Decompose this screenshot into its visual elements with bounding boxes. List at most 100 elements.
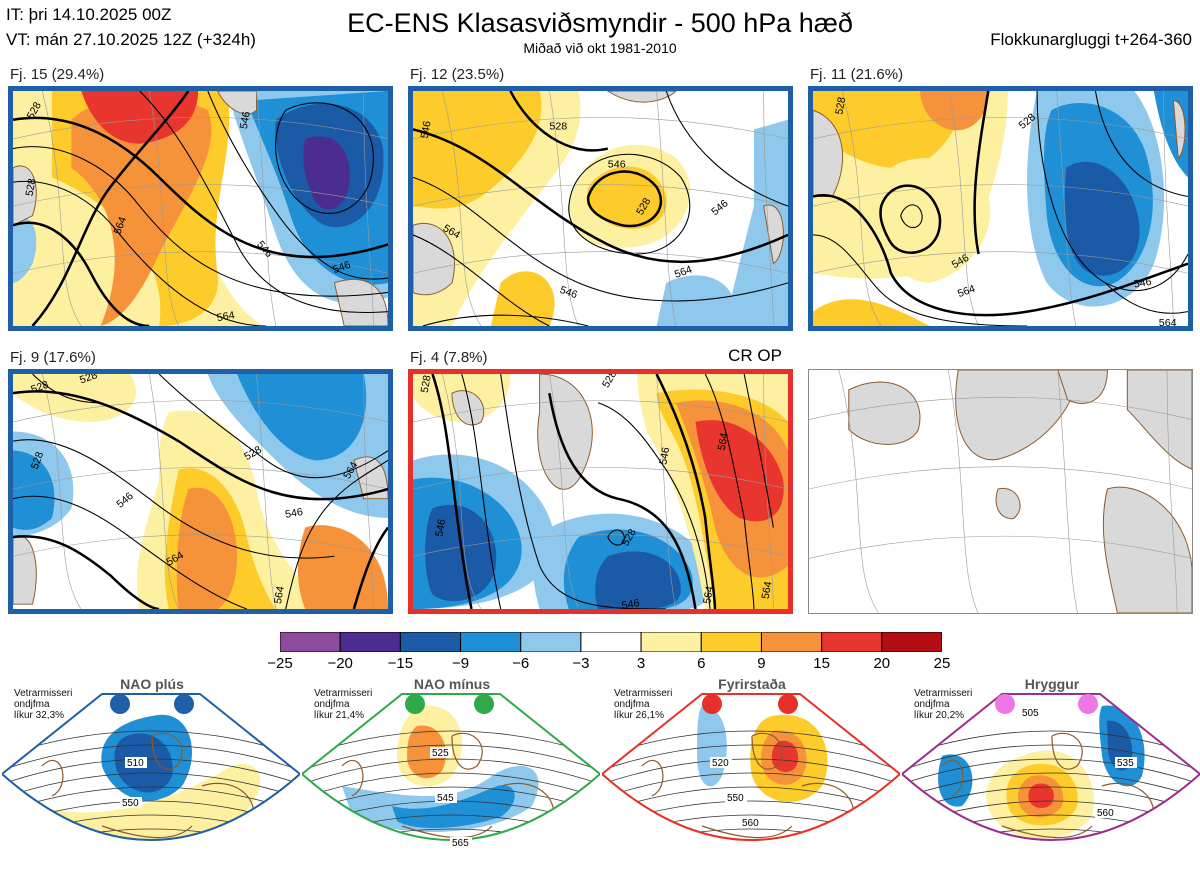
graticule-line xyxy=(809,396,1192,420)
graticule-line xyxy=(1056,91,1077,326)
graticule-line xyxy=(809,466,1192,490)
regime-caption-line: Vetrarmisseri xyxy=(14,688,73,699)
contour-label: 528 xyxy=(419,374,434,393)
cluster-map-15: 528 546 546 564 564 528 546 xyxy=(8,86,393,331)
regime-caption-line: Vetrarmisseri xyxy=(314,688,373,699)
graticule-line xyxy=(256,91,277,326)
contour-label: 546 xyxy=(331,259,352,276)
anomaly-area xyxy=(237,374,367,461)
height-contour xyxy=(602,772,900,799)
graticule-line xyxy=(13,534,388,557)
regime-panel: 520 550 560 Fyrirstaða Vetrarmisseri ondjfma l… xyxy=(600,676,902,871)
graticule-line xyxy=(413,117,788,140)
height-contour xyxy=(302,772,600,799)
height-contour xyxy=(1036,91,1188,292)
cluster-title-11: Fj. 11 (21.6%) xyxy=(810,66,904,83)
graticule-line xyxy=(949,91,979,326)
height-contour xyxy=(13,535,160,609)
regime-caption-line: ondjfma xyxy=(314,699,350,710)
land-area xyxy=(1126,370,1192,470)
regime-caption-line: ondjfma xyxy=(914,699,950,710)
regime-caption-line: Vetrarmisseri xyxy=(614,688,673,699)
colorbar-tick-label: 6 xyxy=(697,655,706,672)
regime-title: NAO mínus xyxy=(413,676,491,692)
height-contour xyxy=(13,180,267,326)
contour-label: 546 xyxy=(419,120,434,139)
graticule-line xyxy=(13,184,388,207)
graticule-line xyxy=(549,374,579,609)
coastline xyxy=(941,732,1155,839)
land-area xyxy=(333,279,388,326)
colorbar-tick-label: 20 xyxy=(873,655,891,672)
height-contour xyxy=(655,374,717,609)
regime-dot xyxy=(995,694,1015,714)
regime-dot xyxy=(1078,694,1098,714)
height-contour xyxy=(13,439,335,559)
regime-panel: 525 545 565 NAO mínus Vetrarmisseri ondjfma lí… xyxy=(300,676,602,871)
graticule-line xyxy=(763,91,774,326)
height-contour xyxy=(902,786,1200,813)
colorbar-tick-label: 9 xyxy=(757,655,766,672)
valid-time: VT: mán 27.10.2025 12Z (+324h) xyxy=(6,30,256,49)
height-contour xyxy=(413,176,788,302)
height-contour xyxy=(900,204,923,229)
colorbar-swatch xyxy=(520,631,582,653)
graticule-line xyxy=(763,374,774,609)
regime-caption: Vetrarmisseri ondjfma líkur 26,1% xyxy=(614,688,672,721)
graticule-line xyxy=(841,91,882,326)
land-area xyxy=(763,204,784,265)
height-contour xyxy=(285,459,388,609)
regime-dot xyxy=(405,694,425,714)
page-subtitle: Miðað við okt 1981-2010 xyxy=(523,40,677,56)
regime-title: Hryggur xyxy=(1024,676,1080,692)
regime-panel: 510 550 NAO plús Vetrarmisseri ondjfma líkur … xyxy=(0,676,302,871)
height-contour xyxy=(2,730,300,757)
height-contour xyxy=(158,374,388,479)
contour-label: 560 xyxy=(1097,808,1114,819)
height-contour xyxy=(902,758,1200,785)
graticule-line xyxy=(1166,370,1178,613)
contour-label: 560 xyxy=(742,818,759,829)
regime-dot xyxy=(110,694,130,714)
land-area xyxy=(13,535,37,605)
graticule-line xyxy=(363,374,374,609)
contour-label: 546 xyxy=(254,239,275,260)
contour-label: 546 xyxy=(433,518,448,537)
colorbar-tick-label: −15 xyxy=(387,655,414,672)
regime-frame xyxy=(0,693,302,841)
height-contour xyxy=(902,843,1200,868)
height-contour xyxy=(973,91,990,255)
colorbar-tick-label: 15 xyxy=(813,655,830,672)
height-contour xyxy=(902,772,1200,799)
regime-title: NAO plús xyxy=(120,676,184,692)
land-area xyxy=(413,223,455,296)
regime-caption: Vetrarmisseri ondjfma líkur 20,2% xyxy=(914,688,972,721)
contour-label: 564 xyxy=(673,264,694,281)
regime-frame xyxy=(600,693,902,841)
height-contour xyxy=(813,194,1188,317)
anomaly-area xyxy=(595,551,681,609)
contour-label: 546 xyxy=(608,159,626,171)
contour-label: 564 xyxy=(716,432,731,451)
colorbar xyxy=(279,631,943,653)
colorbar-tick-label: −25 xyxy=(267,655,293,672)
land-area xyxy=(606,91,677,103)
colorbar-tick-label: 25 xyxy=(933,655,951,672)
height-contour xyxy=(2,786,300,813)
contour-label: 564 xyxy=(112,215,130,236)
cluster-title-12: Fj. 12 (23.5%) xyxy=(410,66,505,83)
anomaly-area xyxy=(425,504,497,602)
height-contour xyxy=(509,91,609,152)
colorbar-swatch xyxy=(460,631,522,653)
anomaly-area xyxy=(920,91,989,131)
anomaly-area xyxy=(297,525,388,609)
anomaly-area xyxy=(1064,161,1140,276)
height-contour xyxy=(1104,282,1188,314)
colorbar-swatch xyxy=(399,631,462,653)
graticule-line xyxy=(656,374,677,609)
height-contour xyxy=(13,390,388,501)
graticule-line xyxy=(413,400,788,423)
land-area xyxy=(995,487,1021,520)
graticule-line xyxy=(813,117,1188,140)
height-contour xyxy=(275,102,374,214)
